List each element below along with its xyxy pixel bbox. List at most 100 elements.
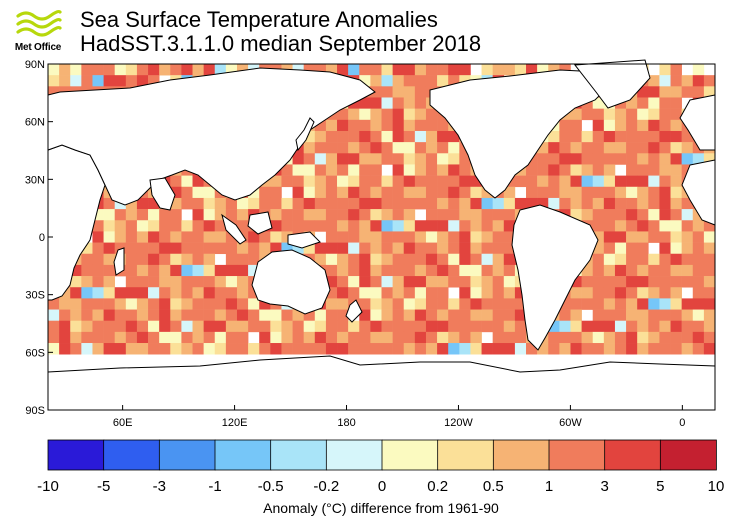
anomaly-cell [459, 197, 471, 210]
anomaly-cell [425, 164, 438, 176]
anomaly-cell [626, 142, 638, 154]
anomaly-cell [548, 331, 560, 344]
anomaly-cell [437, 264, 449, 277]
anomaly-cell [159, 331, 171, 344]
anomaly-cell [559, 142, 571, 154]
anomaly-cell [492, 264, 505, 277]
anomaly-cell [437, 142, 449, 154]
latitude-labels: 90N 60N 30N 0 30S 60S 90S [25, 59, 53, 417]
colorbar-swatch [381, 439, 439, 471]
anomaly-cell [337, 175, 349, 188]
lat-label: 60N [25, 117, 45, 129]
anomaly-cell [103, 220, 115, 232]
anomaly-cell [203, 343, 216, 355]
anomaly-cell [381, 153, 393, 165]
anomaly-cell [514, 64, 527, 76]
anomaly-cell [337, 320, 349, 333]
anomaly-cell [170, 309, 182, 322]
anomaly-cell [492, 220, 505, 232]
anomaly-cell [648, 253, 660, 266]
anomaly-cell [648, 86, 660, 98]
anomaly-cell [337, 153, 349, 165]
anomaly-cell [159, 264, 171, 277]
anomaly-cell [470, 175, 482, 188]
anomaly-cell [392, 153, 405, 165]
anomaly-cell [103, 75, 115, 87]
land-sumatra [221, 213, 247, 245]
anomaly-cell [103, 276, 115, 288]
anomaly-cell [681, 242, 694, 255]
anomaly-cell [348, 119, 360, 132]
anomaly-cell [481, 264, 493, 277]
anomaly-cell [481, 320, 493, 333]
anomaly-cell [92, 75, 104, 87]
anomaly-cell [559, 186, 571, 199]
anomaly-cell [70, 75, 82, 87]
anomaly-cell [59, 64, 71, 76]
anomaly-cell [270, 220, 282, 232]
anomaly-cell [236, 64, 249, 76]
anomaly-cell [614, 186, 627, 199]
anomaly-cell [392, 343, 405, 355]
anomaly-cell [603, 153, 616, 165]
anomaly-cell [225, 253, 238, 266]
anomaly-cell [637, 331, 649, 344]
anomaly-cell [659, 231, 671, 243]
anomaly-cell [614, 209, 627, 221]
anomaly-cell [425, 287, 438, 299]
anomaly-cell [548, 64, 560, 76]
anomaly-cell [492, 209, 505, 221]
anomaly-cell [592, 209, 605, 221]
anomaly-cell [281, 209, 293, 221]
anomaly-cell [470, 197, 482, 210]
anomaly-cell [637, 186, 649, 199]
anomaly-cell [692, 320, 705, 333]
anomaly-cell [159, 343, 171, 355]
anomaly-cell [614, 220, 627, 232]
anomaly-cell [281, 175, 293, 188]
anomaly-cell [125, 287, 138, 299]
anomaly-cell [370, 320, 382, 333]
anomaly-cell [437, 331, 449, 344]
anomaly-cell [214, 343, 227, 355]
anomaly-cell [514, 287, 527, 299]
anomaly-cell [48, 64, 60, 76]
anomaly-cell [314, 209, 327, 221]
colorbar-title: Anomaly (°C) difference from 1961-90 [263, 500, 499, 516]
anomaly-cell [159, 209, 171, 221]
anomaly-cell [503, 320, 516, 333]
anomaly-cell [148, 197, 160, 210]
anomaly-cell [603, 130, 616, 143]
anomaly-cell [225, 287, 238, 299]
anomaly-cell [703, 331, 716, 344]
anomaly-cell [359, 309, 371, 322]
lon-label: 180 [337, 417, 355, 429]
anomaly-cell [703, 86, 716, 98]
anomaly-cell [170, 209, 182, 221]
anomaly-cell [248, 309, 260, 322]
anomaly-cell [381, 64, 393, 76]
anomaly-cell [492, 276, 505, 288]
anomaly-cell [203, 220, 216, 232]
anomaly-cell [337, 343, 349, 355]
anomaly-cell [236, 287, 249, 299]
anomaly-cell [559, 164, 571, 176]
anomaly-cell [359, 343, 371, 355]
anomaly-cell [659, 153, 671, 165]
anomaly-cell [670, 209, 682, 221]
anomaly-cell [170, 331, 182, 344]
anomaly-cell [470, 186, 482, 199]
anomaly-cell [637, 298, 649, 310]
anomaly-cell [292, 197, 304, 210]
anomaly-cell [314, 197, 327, 210]
anomaly-cell [670, 97, 682, 109]
anomaly-cell [403, 142, 416, 154]
anomaly-cell [692, 64, 705, 76]
anomaly-cell [626, 209, 638, 221]
anomaly-cell [359, 276, 371, 288]
anomaly-cell [603, 253, 616, 266]
anomaly-cell [448, 64, 460, 76]
colorbar-tick-label: 0.2 [427, 478, 449, 495]
anomaly-cell [670, 220, 682, 232]
anomaly-cell [626, 242, 638, 255]
